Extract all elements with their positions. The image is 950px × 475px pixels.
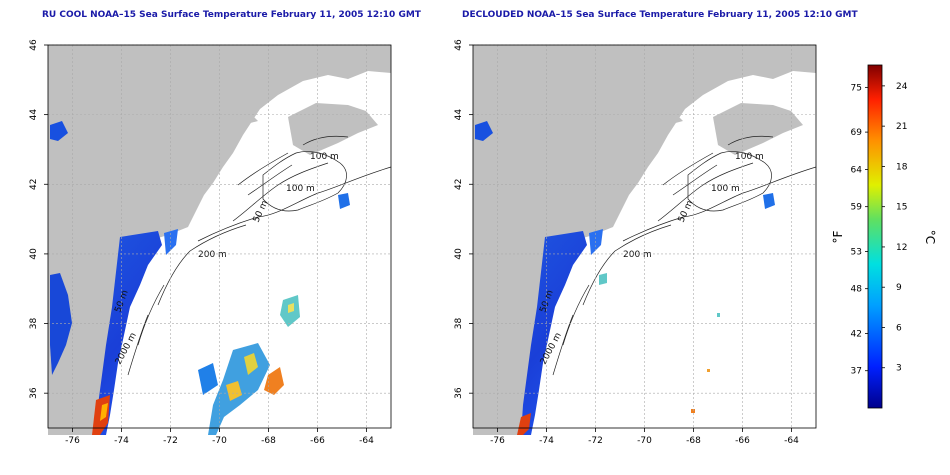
colorbar-f-tick-label: 53: [851, 247, 862, 257]
map-right-land: [473, 45, 816, 435]
map-left: 100 m 100 m 50 m 200 m 50 m 2000 m -76 -7…: [29, 39, 392, 446]
map-left-y-ticks: 36 38 40 42 44 46: [29, 39, 48, 399]
colorbar-c-tick-label: 15: [896, 203, 907, 213]
map-right: 100 m 100 m 50 m 200 m 50 m 2000 m -76 -7…: [454, 39, 817, 446]
colorbar-gradient: [867, 64, 883, 409]
y-tick-label: 38: [29, 318, 39, 330]
x-tick-label: -74: [539, 436, 554, 446]
x-tick-label: -72: [163, 436, 178, 446]
contour-label: 100 m: [711, 184, 740, 194]
map-right-contours: [552, 135, 817, 376]
y-tick-label: 40: [454, 248, 464, 260]
contour-label: 50 m: [677, 199, 696, 224]
y-tick-label: 38: [454, 318, 464, 330]
x-tick-label: -70: [637, 436, 652, 446]
map-left-contours: [127, 135, 392, 376]
contour-label: 100 m: [286, 184, 315, 194]
colorbar-f-tick-label: 69: [851, 128, 863, 138]
contour-label: 100 m: [310, 152, 339, 162]
map-left-x-ticks: -76 -74 -72 -70 -68 -66 -64: [65, 428, 374, 446]
colorbar-c-tick-label: 21: [896, 122, 907, 132]
x-tick-label: -76: [65, 436, 80, 446]
y-tick-label: 36: [454, 387, 464, 399]
y-tick-label: 42: [454, 179, 464, 190]
colorbar-f-tick-label: 64: [851, 165, 863, 175]
colorbar-c-tick-label: 6: [896, 323, 902, 333]
colorbar-f-tick-label: 59: [851, 203, 863, 213]
y-tick-label: 42: [29, 179, 39, 190]
map-right-y-ticks: 36 38 40 42 44 46: [454, 39, 473, 399]
colorbar-celsius-ticks: 24 21 18 15 12 9 6 3: [882, 82, 908, 374]
y-tick-label: 36: [29, 387, 39, 399]
colorbar-fahrenheit-label: °F: [831, 230, 845, 243]
x-tick-label: -66: [735, 436, 750, 446]
x-tick-label: -68: [261, 436, 276, 446]
colorbar-c-tick-label: 12: [896, 243, 907, 253]
x-tick-label: -74: [114, 436, 129, 446]
contour-label: 100 m: [735, 152, 764, 162]
colorbar-fahrenheit-ticks: 75 69 64 59 53 48 42 37: [851, 83, 868, 377]
x-tick-label: -76: [490, 436, 505, 446]
x-tick-label: -68: [686, 436, 701, 446]
colorbar-c-tick-label: 24: [896, 82, 908, 92]
colorbar-f-tick-label: 75: [851, 83, 862, 93]
colorbar-celsius-label: °C: [923, 230, 937, 244]
map-right-x-ticks: -76 -74 -72 -70 -68 -66 -64: [490, 428, 799, 446]
colorbar-c-tick-label: 18: [896, 162, 908, 172]
x-tick-label: -70: [212, 436, 227, 446]
colorbar-c-tick-label: 9: [896, 283, 902, 293]
y-tick-label: 46: [29, 39, 39, 51]
contour-label: 200 m: [623, 250, 652, 260]
colorbar-f-tick-label: 42: [851, 329, 862, 339]
x-tick-label: -64: [784, 436, 799, 446]
colorbar-f-tick-label: 48: [851, 285, 863, 295]
contour-label: 200 m: [198, 250, 227, 260]
x-tick-label: -64: [359, 436, 374, 446]
y-tick-label: 44: [29, 109, 39, 121]
y-tick-label: 46: [454, 39, 464, 51]
map-left-title: RU COOL NOAA–15 Sea Surface Temperature …: [42, 10, 421, 20]
y-tick-label: 44: [454, 109, 464, 121]
colorbar-c-tick-label: 3: [896, 364, 902, 374]
x-tick-label: -66: [310, 436, 325, 446]
colorbar-f-tick-label: 37: [851, 367, 862, 377]
map-left-sst-field: [50, 121, 350, 435]
map-right-title: DECLOUDED NOAA–15 Sea Surface Temperatur…: [462, 10, 858, 20]
x-tick-label: -72: [588, 436, 603, 446]
y-tick-label: 40: [29, 248, 39, 260]
map-right-sst-field: [475, 121, 775, 435]
map-right-gridlines: [473, 44, 816, 428]
colorbar: 75 69 64 59 53 48 42 37 24 21 18 15 12 9 6 3 °F °C: [831, 64, 937, 409]
map-left-land: [48, 45, 391, 435]
contour-label: 50 m: [252, 199, 271, 224]
